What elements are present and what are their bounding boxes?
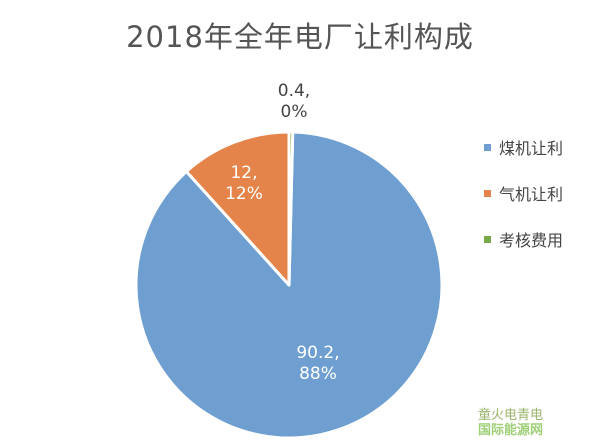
watermark-line1: 童火电青电 bbox=[478, 408, 544, 423]
legend-label-coal: 煤机让利 bbox=[499, 139, 564, 158]
legend-item-assessment: 考核费用 bbox=[484, 228, 563, 250]
pie-slice-assessment bbox=[287, 130, 295, 287]
legend-swatch-gas bbox=[484, 189, 491, 197]
watermark-line2: 国际能源网 bbox=[478, 423, 544, 438]
data-label-coal: 90.2, 88% bbox=[296, 343, 339, 384]
watermark: 童火电青电 国际能源网 bbox=[478, 408, 543, 438]
data-label-assessment: 0.4, 0% bbox=[278, 81, 310, 122]
legend-label-assessment: 考核费用 bbox=[499, 231, 564, 250]
chart-title: 2018年全年电厂让利构成 bbox=[126, 20, 474, 54]
data-label-gas: 12, 12% bbox=[225, 163, 263, 204]
legend-swatch-coal bbox=[484, 143, 491, 151]
pie-slice-gas bbox=[184, 130, 291, 287]
legend-label-gas: 气机让利 bbox=[499, 185, 564, 204]
legend-swatch-assessment bbox=[484, 235, 491, 243]
legend: 煤机让利 气机让利 考核费用 bbox=[484, 136, 563, 274]
legend-item-gas: 气机让利 bbox=[484, 182, 563, 204]
legend-item-coal: 煤机让利 bbox=[484, 136, 563, 158]
